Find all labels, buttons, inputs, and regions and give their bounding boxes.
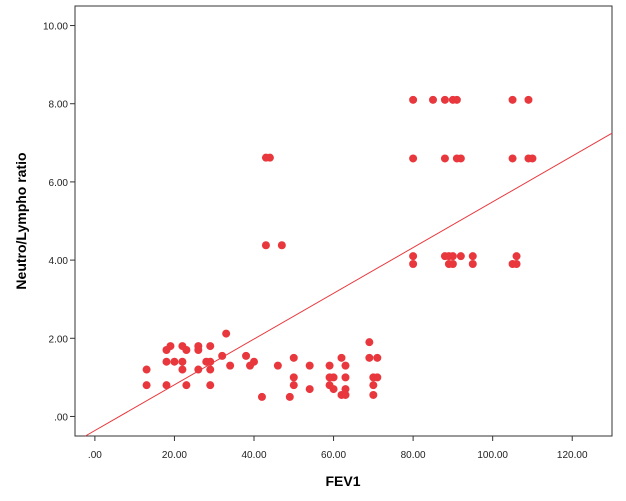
- data-point: [524, 95, 533, 104]
- data-point: [341, 373, 350, 382]
- data-point: [409, 95, 418, 104]
- data-point: [285, 392, 294, 401]
- data-point: [329, 385, 338, 394]
- data-point: [289, 353, 298, 362]
- data-point: [250, 357, 258, 366]
- data-point: [512, 260, 521, 268]
- data-point: [341, 361, 350, 370]
- data-point: [508, 154, 517, 163]
- x-axis-title: FEV1: [325, 473, 360, 489]
- y-tick-label: 8.00: [49, 100, 69, 111]
- data-point: [448, 260, 457, 268]
- data-point: [373, 353, 382, 362]
- data-point: [257, 392, 266, 401]
- data-point: [289, 381, 298, 390]
- data-point: [456, 252, 465, 261]
- data-point: [373, 373, 382, 382]
- data-point: [369, 381, 378, 390]
- data-point: [242, 351, 251, 360]
- y-axis-ticks: .00 2.00 4.00 6.00 8.00 10.00: [43, 22, 75, 423]
- data-point: [365, 353, 374, 362]
- data-point: [305, 385, 314, 394]
- data-point: [289, 373, 298, 382]
- y-tick-label: 6.00: [49, 178, 69, 189]
- data-point: [528, 154, 537, 163]
- x-tick-label: .00: [88, 450, 102, 461]
- data-point: [369, 390, 378, 399]
- y-tick-label: 2.00: [49, 334, 69, 345]
- data-point: [162, 346, 171, 354]
- data-point: [277, 241, 286, 250]
- data-point: [265, 153, 274, 162]
- data-point: [226, 361, 235, 370]
- data-point: [194, 365, 203, 374]
- data-point: [142, 381, 151, 390]
- data-point: [194, 346, 203, 354]
- data-point: [409, 154, 418, 163]
- data-point: [206, 342, 215, 351]
- data-point: [162, 381, 171, 390]
- data-point: [206, 365, 215, 374]
- data-point: [273, 361, 282, 370]
- data-point: [468, 260, 477, 268]
- data-point: [409, 260, 418, 268]
- data-point: [261, 241, 270, 250]
- x-tick-label: 80.00: [401, 450, 426, 461]
- data-point: [325, 361, 334, 370]
- data-point: [456, 154, 465, 163]
- data-point: [429, 95, 437, 104]
- x-tick-label: 60.00: [321, 450, 346, 461]
- data-point: [512, 252, 521, 261]
- data-point: [206, 381, 215, 390]
- data-point: [182, 346, 191, 354]
- data-point: [218, 351, 227, 360]
- data-point: [182, 381, 191, 390]
- data-point: [178, 365, 187, 374]
- data-point: [468, 252, 477, 261]
- x-axis-ticks: .00 20.00 40.00 60.00 80.00 100.00 120.00: [88, 436, 588, 461]
- data-point: [305, 361, 314, 370]
- data-point: [448, 252, 457, 261]
- data-point: [341, 390, 350, 399]
- plot-frame: [74, 5, 613, 437]
- data-point: [440, 154, 449, 163]
- data-point: [337, 353, 346, 362]
- data-point: [162, 357, 171, 366]
- data-point: [142, 365, 151, 374]
- data-point: [222, 329, 231, 338]
- y-tick-label: 4.00: [49, 256, 69, 267]
- x-tick-label: 20.00: [162, 450, 187, 461]
- data-point: [178, 357, 187, 366]
- y-tick-label: .00: [54, 412, 68, 423]
- data-points: [142, 95, 537, 401]
- data-point: [440, 95, 449, 104]
- data-point: [170, 357, 179, 366]
- x-tick-label: 100.00: [477, 450, 508, 461]
- data-point: [365, 338, 374, 347]
- data-point: [452, 95, 461, 104]
- x-tick-label: 40.00: [241, 450, 266, 461]
- data-point: [409, 252, 418, 261]
- data-point: [341, 385, 350, 394]
- data-point: [206, 357, 215, 366]
- y-tick-label: 10.00: [43, 22, 68, 33]
- y-axis-title: Neutro/Lympho ratio: [13, 152, 29, 289]
- data-point: [329, 373, 338, 382]
- data-point: [508, 95, 517, 104]
- x-tick-label: 120.00: [557, 450, 588, 461]
- fit-line: [85, 132, 613, 437]
